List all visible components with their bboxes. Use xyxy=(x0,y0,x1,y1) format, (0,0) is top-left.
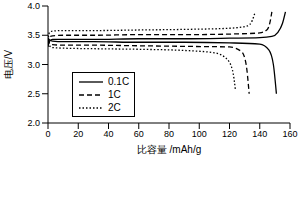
html-text:1C: 1C xyxy=(108,89,121,100)
svg-text:4.0: 4.0 xyxy=(27,1,40,11)
svg-text:40: 40 xyxy=(103,129,113,139)
svg-text:0: 0 xyxy=(45,129,50,139)
svg-text:140: 140 xyxy=(252,129,267,139)
html-text:2C: 2C xyxy=(108,102,121,113)
html-text:0.1C: 0.1C xyxy=(108,76,130,87)
svg-text:20: 20 xyxy=(73,129,83,139)
svg-text:比容量 /mAh/g: 比容量 /mAh/g xyxy=(137,144,201,155)
svg-text:80: 80 xyxy=(164,129,174,139)
svg-text:3.5: 3.5 xyxy=(27,30,40,40)
svg-text:60: 60 xyxy=(134,129,144,139)
svg-text:120: 120 xyxy=(222,129,237,139)
svg-text:160: 160 xyxy=(282,129,292,139)
svg-text:100: 100 xyxy=(192,129,207,139)
svg-text:电压/V: 电压/V xyxy=(8,49,14,79)
svg-text:2.0: 2.0 xyxy=(27,118,40,128)
svg-text:3.0: 3.0 xyxy=(27,60,40,70)
svg-text:2.5: 2.5 xyxy=(27,89,40,99)
